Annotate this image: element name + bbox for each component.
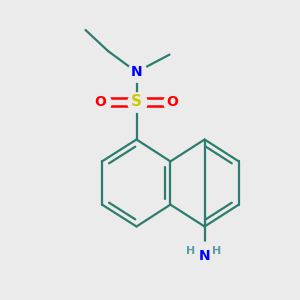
- Text: O: O: [167, 95, 178, 109]
- Text: N: N: [199, 250, 210, 263]
- Text: H: H: [187, 246, 196, 256]
- Text: O: O: [94, 95, 106, 109]
- Text: S: S: [131, 94, 142, 110]
- Text: H: H: [212, 246, 221, 256]
- Text: N: N: [131, 65, 142, 79]
